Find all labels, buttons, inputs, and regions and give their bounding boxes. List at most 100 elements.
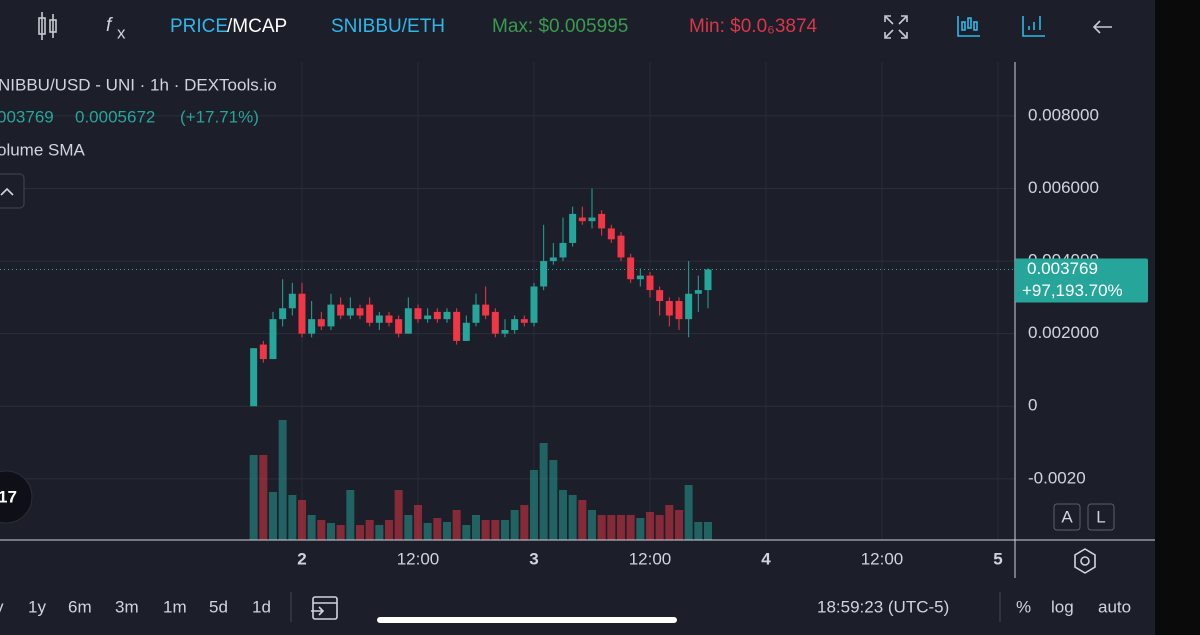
volume-bar <box>307 515 316 540</box>
volume-bar <box>355 525 364 540</box>
range-button[interactable]: 1y <box>28 597 46 616</box>
fx-icon[interactable]: f <box>106 15 113 36</box>
candle-body <box>308 319 316 334</box>
volume-bar <box>558 490 567 540</box>
candle-body <box>375 315 383 323</box>
volume-bar <box>520 505 529 540</box>
range-button[interactable]: 5d <box>209 597 228 616</box>
candle-body <box>279 308 287 320</box>
indicator-icon[interactable] <box>957 16 980 37</box>
min-price: Min: $0.0₆3874 <box>689 16 818 37</box>
volume-bar <box>413 505 422 540</box>
volume-bar <box>481 520 490 540</box>
percent-toggle[interactable]: % <box>1016 597 1031 616</box>
fullscreen-icon[interactable] <box>884 15 908 39</box>
volume-bar <box>626 515 635 540</box>
candle-body <box>482 304 490 316</box>
undo-icon[interactable] <box>1092 20 1112 34</box>
log-button-label: L <box>1096 507 1105 526</box>
log-toggle[interactable]: log <box>1051 597 1074 616</box>
y-tick-label: 0 <box>1028 396 1037 415</box>
volume-bar <box>510 510 519 540</box>
auto-button[interactable] <box>1053 503 1081 531</box>
volume-bar <box>317 520 326 540</box>
logo[interactable] <box>0 470 33 524</box>
legend-change-pct: (+17.71%) <box>180 107 259 126</box>
candle-body <box>656 290 664 301</box>
mcap-toggle[interactable]: /MCAP <box>227 16 287 37</box>
volume-bar <box>404 515 413 540</box>
auto-toggle[interactable]: auto <box>1098 597 1131 616</box>
candle-body <box>598 213 606 229</box>
candle-body <box>385 315 393 323</box>
x-tick-label: 2 <box>297 549 306 568</box>
volume-bar <box>249 455 258 540</box>
candle-body <box>327 304 335 327</box>
volume-bar <box>336 525 345 540</box>
volume-bar <box>442 522 451 540</box>
legend-indicator: olume SMA <box>0 140 86 159</box>
volume-bar <box>288 495 297 540</box>
candle-body <box>704 269 712 291</box>
candle-icon[interactable] <box>38 12 57 40</box>
candle-body <box>511 319 519 331</box>
volume-bar <box>452 510 461 540</box>
volume-bar <box>655 515 664 540</box>
x-tick-label: 12:00 <box>397 549 440 568</box>
candle-body <box>453 311 461 341</box>
candle-body <box>424 315 432 320</box>
settings-icon[interactable] <box>1074 548 1096 574</box>
candle-body <box>578 217 586 222</box>
candle-body <box>617 235 625 258</box>
candle-body <box>559 242 567 258</box>
range-button[interactable]: 6m <box>68 597 92 616</box>
volume-bar <box>433 518 442 540</box>
goto-date-icon[interactable] <box>311 596 338 620</box>
candle-body <box>675 301 683 320</box>
y-tick-label: 0.008000 <box>1028 105 1099 124</box>
candle-body <box>646 275 654 291</box>
volume-bar <box>587 510 596 540</box>
candle-body <box>356 308 364 316</box>
log-button[interactable] <box>1087 503 1115 531</box>
volume-bar <box>394 490 403 540</box>
collapse-icon <box>0 187 14 196</box>
volume-bar <box>471 515 480 540</box>
range-bar: y 1y 6m 3m 1m 5d 1d <box>0 597 271 616</box>
range-button[interactable]: y <box>0 597 4 616</box>
price-toggle[interactable]: PRICE <box>170 16 228 37</box>
candle-body <box>366 304 374 323</box>
volume-bar <box>365 520 374 540</box>
candle-body <box>549 257 557 262</box>
volume-bar <box>500 520 509 540</box>
candle-body <box>288 293 296 309</box>
last-change-label: +97,193.70% <box>1022 281 1123 300</box>
x-tick-label: 3 <box>529 549 538 568</box>
range-button[interactable]: 1d <box>252 597 271 616</box>
volume-bar <box>268 492 277 540</box>
device-edge <box>1155 0 1200 635</box>
volume-icon[interactable] <box>1022 16 1045 37</box>
y-tick-label: -0.0020 <box>1028 468 1086 487</box>
volume-bar <box>607 515 616 540</box>
range-button[interactable]: 3m <box>115 597 139 616</box>
pair-toggle[interactable]: SNIBBU/ETH <box>331 16 445 37</box>
overlay: 0.003769 +97,193.70% <box>0 258 1148 303</box>
volume-bar <box>616 515 625 540</box>
x-tick-label: 12:00 <box>629 549 672 568</box>
legend-title: NIBBU/USD - UNI · 1h · DEXTools.io <box>0 75 277 94</box>
volume-bar <box>326 523 335 540</box>
collapse-button[interactable] <box>0 173 25 209</box>
volume-bar <box>674 510 683 540</box>
volume-bar <box>539 443 548 540</box>
y-tick-label: 0.002000 <box>1028 323 1099 342</box>
candle-body <box>269 319 277 360</box>
volume-bar <box>694 522 703 540</box>
candle-body <box>530 286 538 323</box>
range-button[interactable]: 1m <box>163 597 187 616</box>
candle-body <box>472 304 480 323</box>
plot: 0.0080000.0060000.0040000.0020000-0.0020… <box>0 62 1099 568</box>
candle-body <box>462 322 470 341</box>
volume-bar <box>684 485 693 540</box>
volume-bar <box>423 523 432 540</box>
